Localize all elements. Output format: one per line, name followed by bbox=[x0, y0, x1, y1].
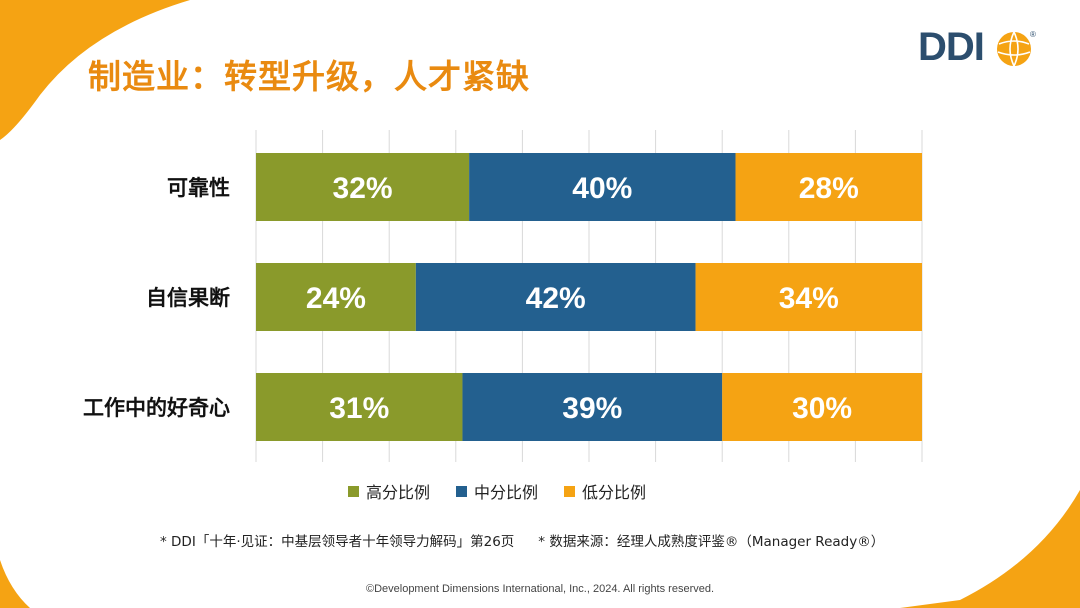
data-label-low-0: 28% bbox=[799, 172, 859, 205]
data-label-high-0: 32% bbox=[333, 172, 393, 205]
bar-low-0 bbox=[735, 153, 922, 221]
bottom-right-swoosh bbox=[900, 490, 1080, 608]
registered-mark: ® bbox=[1030, 30, 1036, 39]
data-label-high-2: 31% bbox=[329, 392, 389, 425]
legend-item-high: 高分比例 bbox=[348, 479, 430, 503]
data-label-mid-2: 39% bbox=[562, 392, 622, 425]
data-label-mid-0: 40% bbox=[572, 172, 632, 205]
data-label-high-1: 24% bbox=[306, 282, 366, 315]
footnote-data-source: * 数据来源：经理人成熟度评鉴®（Manager Ready®） bbox=[538, 534, 885, 550]
logo-text: DDI bbox=[918, 25, 985, 69]
bars: 32% 40% 28% 24% 42% 34% 31% 39% 30% bbox=[256, 153, 922, 441]
legend: 高分比例 中分比例 低分比例 bbox=[348, 480, 672, 502]
bottom-left-swoosh bbox=[0, 560, 30, 608]
legend-label-mid: 中分比例 bbox=[474, 483, 539, 502]
copyright: ©Development Dimensions International, I… bbox=[365, 583, 715, 595]
ddi-logo: DDI ® bbox=[918, 24, 1038, 70]
top-left-swoosh bbox=[0, 0, 190, 140]
page-title: 制造业：转型升级，人才紧缺 bbox=[88, 57, 530, 96]
legend-label-low: 低分比例 bbox=[582, 483, 647, 502]
globe-icon: ® bbox=[997, 30, 1036, 67]
bar-high-2 bbox=[256, 373, 463, 441]
bar-low-2 bbox=[722, 373, 922, 441]
bar-mid-2 bbox=[462, 373, 723, 441]
legend-swatch-mid bbox=[456, 485, 468, 497]
legend-swatch-low bbox=[564, 485, 576, 497]
data-label-low-2: 30% bbox=[792, 392, 852, 425]
legend-item-mid: 中分比例 bbox=[456, 479, 538, 503]
bar-high-0 bbox=[256, 153, 470, 221]
category-label-2: 工作中的好奇心 bbox=[83, 396, 230, 420]
legend-label-high: 高分比例 bbox=[366, 483, 431, 502]
data-label-low-1: 34% bbox=[779, 282, 839, 315]
category-label-0: 可靠性 bbox=[167, 176, 230, 200]
bar-mid-1 bbox=[415, 263, 696, 331]
category-label-1: 自信果断 bbox=[146, 286, 230, 310]
legend-item-low: 低分比例 bbox=[564, 479, 646, 503]
legend-swatch-high bbox=[348, 485, 359, 497]
bar-low-1 bbox=[695, 263, 922, 331]
data-label-mid-1: 42% bbox=[526, 282, 586, 315]
bar-mid-0 bbox=[469, 153, 736, 221]
footnote: * DDI「十年·见证：中基层领导者十年领导力解码」第26页 * 数据来源：经理人… bbox=[160, 530, 884, 550]
footnote-source-book: * DDI「十年·见证：中基层领导者十年领导力解码」第26页 bbox=[160, 534, 515, 550]
bar-high-1 bbox=[256, 263, 416, 331]
